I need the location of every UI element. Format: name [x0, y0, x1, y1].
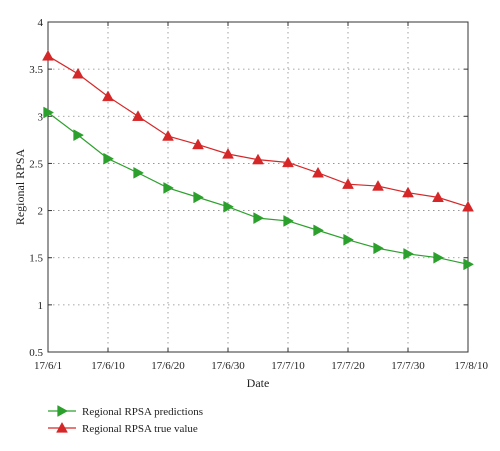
- legend-item: Regional RPSA predictions: [48, 405, 203, 418]
- y-axis-ticks: 0.5 1 1.5 2 2.5 3 3.5 4: [29, 17, 468, 359]
- data-point: [253, 212, 265, 225]
- data-point: [192, 138, 204, 150]
- legend-item: Regional RPSA true value: [48, 421, 198, 435]
- x-tick-label: 17/6/10: [91, 360, 125, 372]
- data-point: [432, 191, 444, 203]
- y-tick-label: 4: [38, 17, 44, 29]
- y-tick-label: 3: [38, 111, 44, 123]
- x-tick-label: 17/7/30: [391, 360, 425, 372]
- x-tick-label: 17/8/10: [454, 360, 488, 372]
- data-point: [283, 215, 295, 227]
- data-point: [402, 186, 414, 198]
- x-axis-label: Date: [247, 376, 270, 390]
- data-point: [462, 200, 474, 212]
- series-predictions: [43, 106, 475, 271]
- data-point: [252, 153, 264, 165]
- data-point: [132, 110, 144, 121]
- data-point: [43, 106, 55, 119]
- y-axis-label: Regional RPSA: [13, 148, 27, 225]
- x-tick-label: 17/6/20: [151, 360, 185, 372]
- series-line: [47, 55, 469, 208]
- series-line: [47, 112, 469, 265]
- data-point: [282, 156, 294, 168]
- series-layer: [42, 49, 475, 271]
- grid-lines: [48, 22, 468, 352]
- x-tick-label: 17/7/10: [271, 360, 305, 372]
- series-true-value: [42, 49, 474, 212]
- data-point: [193, 191, 205, 204]
- data-point: [73, 129, 85, 142]
- data-point: [343, 233, 355, 246]
- data-point: [222, 147, 234, 159]
- y-tick-label: 2.5: [29, 158, 43, 170]
- data-point: [103, 152, 115, 165]
- legend-marker: [57, 405, 69, 417]
- data-point: [162, 130, 174, 141]
- data-point: [163, 182, 175, 194]
- data-point: [312, 166, 324, 178]
- data-point: [133, 166, 145, 179]
- data-point: [433, 251, 445, 264]
- data-point: [373, 242, 385, 255]
- data-point: [313, 224, 325, 237]
- data-point: [102, 90, 114, 102]
- data-point: [342, 178, 354, 189]
- x-tick-label: 17/6/1: [34, 360, 62, 372]
- data-point: [372, 180, 384, 191]
- legend: Regional RPSA predictions Regional RPSA t…: [48, 405, 203, 435]
- y-tick-label: 1: [38, 300, 44, 312]
- y-tick-label: 2: [38, 206, 44, 218]
- y-tick-label: 0.5: [29, 347, 43, 359]
- plot-area: [47, 21, 469, 353]
- data-point: [403, 248, 415, 260]
- x-tick-label: 17/6/30: [211, 360, 245, 372]
- data-point: [463, 258, 475, 271]
- legend-label: Regional RPSA predictions: [82, 406, 203, 418]
- plot-frame: [47, 21, 469, 353]
- data-point: [223, 200, 235, 213]
- legend-label: Regional RPSA true value: [82, 423, 198, 435]
- y-tick-label: 3.5: [29, 64, 43, 76]
- y-tick-label: 1.5: [29, 253, 43, 265]
- x-axis-ticks: 17/6/1 17/6/10 17/6/20 17/6/30 17/7/10 17/7/2…: [34, 22, 488, 372]
- x-tick-label: 17/7/20: [331, 360, 365, 372]
- data-point: [72, 67, 84, 79]
- data-point: [42, 49, 54, 61]
- legend-marker: [56, 421, 68, 433]
